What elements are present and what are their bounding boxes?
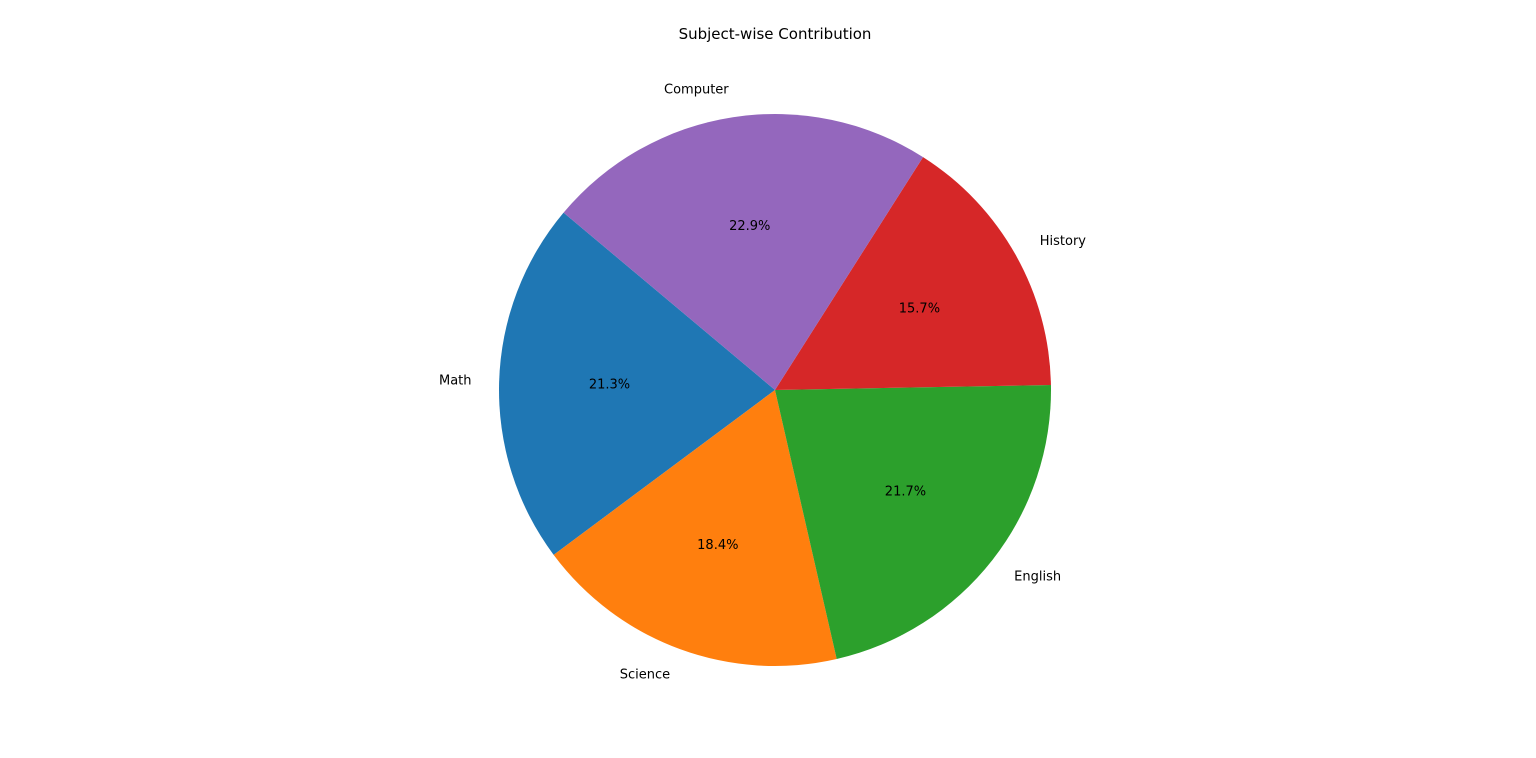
slice-label-science: Science (620, 667, 670, 682)
slice-label-computer: Computer (664, 82, 729, 97)
percent-label-history: 15.7% (899, 301, 940, 316)
pie-slice-science (553, 390, 837, 666)
percent-label-science: 18.4% (697, 538, 738, 553)
pie-category-labels: Math Science English History Computer (439, 82, 1086, 682)
percent-label-math: 21.3% (589, 378, 630, 393)
pie-slice-computer (563, 114, 924, 390)
pie-slice-math (498, 212, 775, 555)
slice-label-english: English (1014, 570, 1061, 585)
percent-label-english: 21.7% (885, 485, 926, 500)
slice-label-history: History (1040, 234, 1087, 249)
chart-title: Subject-wise Contribution (679, 25, 872, 43)
percent-label-computer: 22.9% (729, 219, 770, 234)
pie-slices (498, 114, 1051, 666)
pie-slice-english (775, 384, 1051, 660)
pie-percent-labels: 21.3% 18.4% 21.7% 15.7% 22.9% (589, 219, 940, 553)
pie-slice-history (775, 157, 1051, 390)
slice-label-math: Math (439, 374, 472, 389)
